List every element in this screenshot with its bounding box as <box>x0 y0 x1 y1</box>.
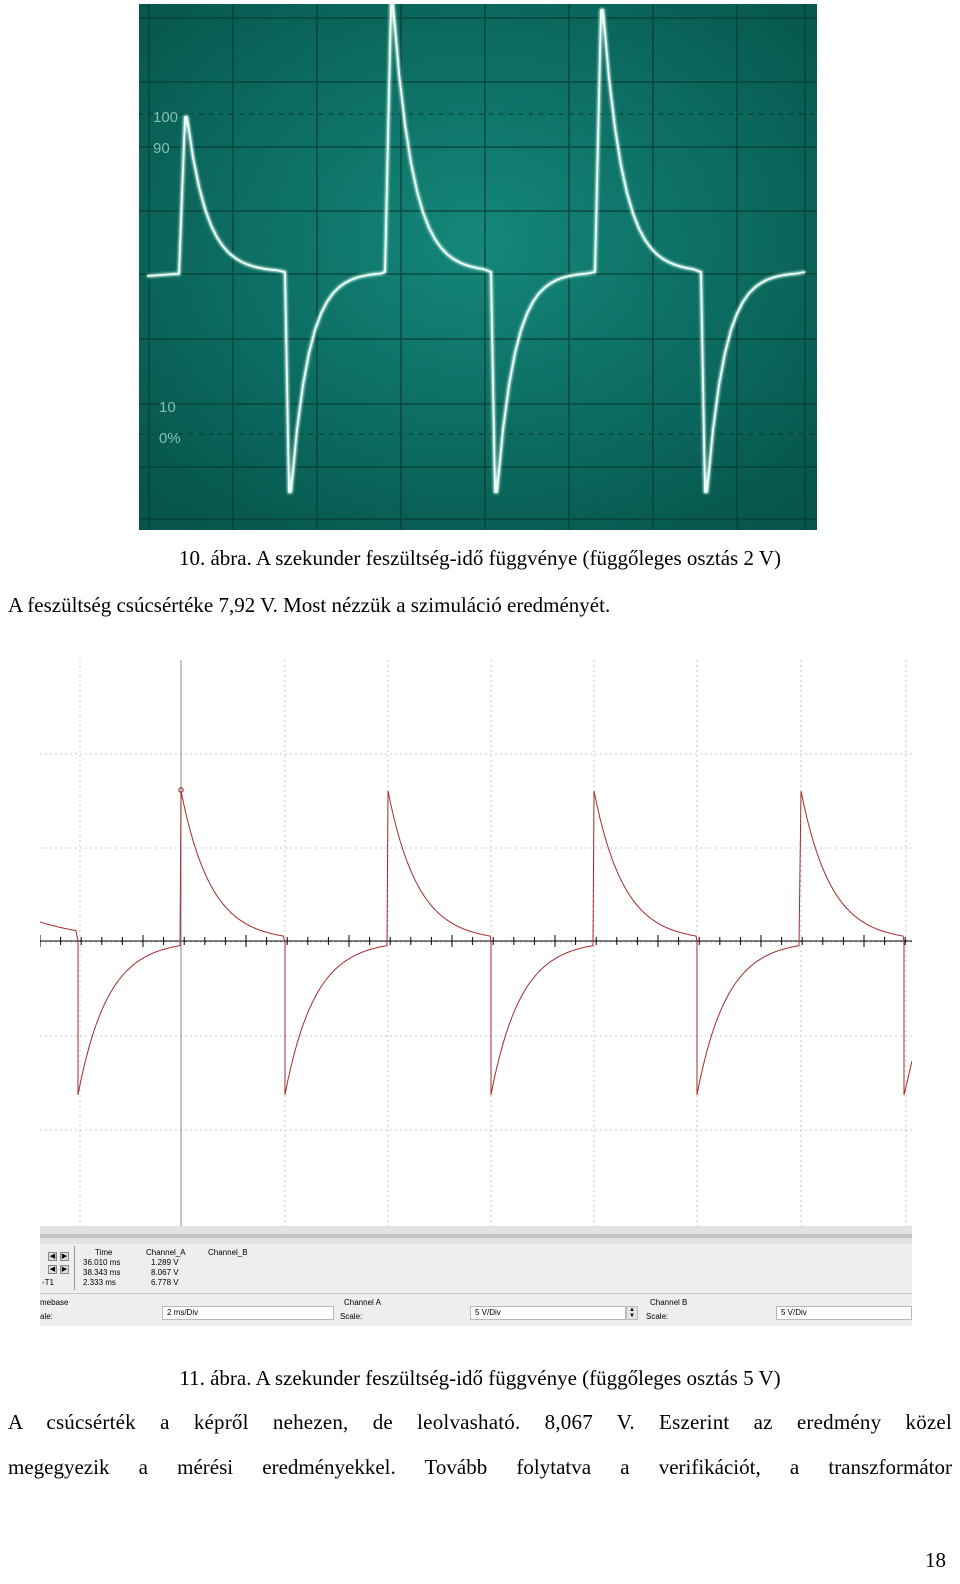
channel-a-title: Channel A <box>344 1298 381 1307</box>
row1-channel-a: 1.289 V <box>151 1258 179 1267</box>
oscilloscope-screen: 100 90 10 0% <box>139 4 817 530</box>
paragraph-peak-value: A feszültség csúcsértéke 7,92 V. Most né… <box>8 593 611 617</box>
table-divider <box>74 1246 75 1290</box>
header-channel-b: Channel_B <box>208 1248 248 1257</box>
timebase-title: mebase <box>40 1298 69 1307</box>
figure-11-caption: 11. ábra. A szekunder feszültség-idő füg… <box>179 1366 781 1390</box>
row1-time: 36.010 ms <box>83 1258 121 1267</box>
cursor2-right-arrow-icon[interactable]: ▶ <box>60 1265 69 1274</box>
channel-b-scale-input[interactable]: 5 V/Div <box>776 1306 912 1320</box>
row2-time: 38.343 ms <box>83 1268 121 1277</box>
oscilloscope-panel: ◀ ▶ ◀ ▶ -T1 Time Channel_A Channel_B 36.… <box>40 1226 912 1326</box>
row3-time: 2.333 ms <box>83 1278 116 1287</box>
channel-b-scale-label: Scale: <box>646 1312 669 1321</box>
channel-a-spinner-icon[interactable]: ▲ ▼ <box>626 1306 638 1320</box>
row2-channel-a: 8.067 V <box>151 1268 179 1277</box>
oscilloscope-photo: 100 90 10 0% <box>139 4 817 530</box>
timebase-scale-input[interactable]: 2 ms/Div <box>162 1306 334 1320</box>
channel-a-scale-input[interactable]: 5 V/Div <box>470 1306 626 1320</box>
graticule-label-0: 0% <box>159 430 181 447</box>
graticule-label-10: 10 <box>159 399 176 416</box>
row3-channel-a: 6.778 V <box>151 1278 179 1287</box>
header-time: Time <box>95 1248 113 1257</box>
cursor1-left-arrow-icon[interactable]: ◀ <box>48 1252 57 1261</box>
channel-a-scale-label: Scale: <box>340 1312 363 1321</box>
graticule-label-100: 100 <box>153 109 178 126</box>
header-channel-a: Channel_A <box>146 1248 186 1257</box>
page-number: 18 <box>925 1548 946 1572</box>
scope-waveform <box>146 4 806 493</box>
scroll-track <box>40 1234 912 1238</box>
paragraph-line-1: A csúcsérték a képről nehezen, de leolva… <box>8 1410 952 1434</box>
simulated-waveform <box>39 790 913 1096</box>
panel-divider <box>40 1293 912 1294</box>
simulation-plot-svg <box>39 660 913 1226</box>
row-label-t2-t1: -T1 <box>42 1278 54 1287</box>
paragraph-line-2: megegyezik a mérési eredményekkel. Továb… <box>8 1455 952 1479</box>
graticule-label-90: 90 <box>153 140 170 157</box>
cursor-marker <box>178 787 184 793</box>
simulation-plot <box>39 660 913 1226</box>
timebase-scale-label: ale: <box>40 1312 53 1321</box>
figure-10-caption: 10. ábra. A szekunder feszültség-idő füg… <box>178 546 782 570</box>
cursor2-left-arrow-icon[interactable]: ◀ <box>48 1265 57 1274</box>
channel-b-title: Channel B <box>650 1298 688 1307</box>
cursor1-right-arrow-icon[interactable]: ▶ <box>60 1252 69 1261</box>
